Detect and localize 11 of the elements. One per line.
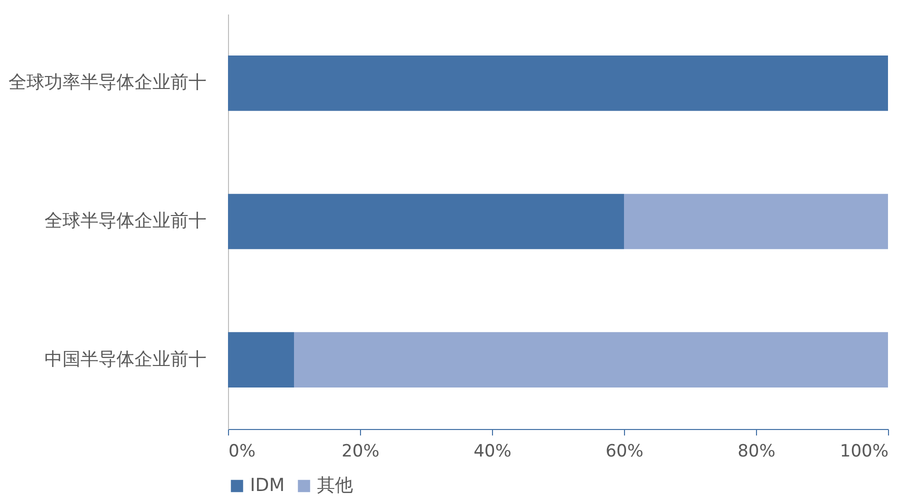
x-tick-label: 40% bbox=[474, 442, 512, 462]
x-tick-label: 0% bbox=[228, 442, 256, 462]
x-tick-label: 100% bbox=[840, 442, 888, 462]
y-tick-label: 全球半导体企业前十 bbox=[44, 210, 206, 232]
legend-label: 其他 bbox=[317, 475, 353, 496]
x-tick-label: 20% bbox=[342, 442, 380, 462]
y-tick-label: 全球功率半导体企业前十 bbox=[8, 72, 206, 94]
y-tick-label: 中国半导体企业前十 bbox=[44, 348, 206, 370]
legend-label: IDM bbox=[250, 475, 285, 496]
x-tick-label: 80% bbox=[738, 442, 776, 462]
x-tick-label: 60% bbox=[606, 442, 644, 462]
